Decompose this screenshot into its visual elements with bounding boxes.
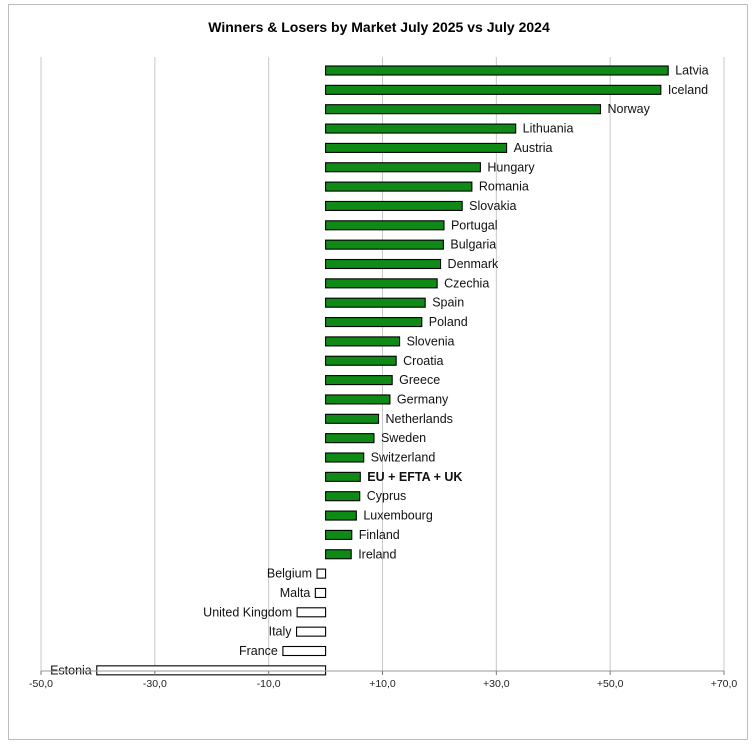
x-tick-label: -10,0 xyxy=(257,678,281,690)
bar-label: Denmark xyxy=(448,257,499,271)
bar xyxy=(325,220,445,231)
bar xyxy=(325,375,393,386)
bar-label: Bulgaria xyxy=(450,238,496,252)
bar xyxy=(96,665,327,676)
bar xyxy=(296,607,327,618)
bar-label: Spain xyxy=(432,296,464,310)
bar-label: Sweden xyxy=(381,431,426,445)
bar-chart: Latvia Iceland Norway Lithuania Austria Hunga… xyxy=(29,57,738,690)
bar-label: France xyxy=(239,644,278,658)
bar xyxy=(325,491,361,502)
bar xyxy=(325,471,361,482)
bar-label: Hungary xyxy=(487,160,535,174)
bar xyxy=(325,104,602,115)
bar-label: Croatia xyxy=(403,354,443,368)
bar xyxy=(325,316,423,328)
bar xyxy=(316,568,327,579)
bar xyxy=(325,549,352,560)
bar-label: Romania xyxy=(479,180,529,194)
bar-label: Slovakia xyxy=(469,199,516,213)
bar xyxy=(325,529,353,540)
bar xyxy=(282,645,327,657)
bar-labels: Latvia Iceland Norway Lithuania Austria Hunga… xyxy=(50,64,709,678)
bar-label: Netherlands xyxy=(386,412,453,426)
bar xyxy=(325,510,357,521)
bar-label: Finland xyxy=(359,528,400,542)
bar-label: Norway xyxy=(607,102,650,116)
chart-title: Winners & Losers by Market July 2025 vs … xyxy=(208,19,550,35)
bar-label: Iceland xyxy=(668,83,708,97)
x-tick-label: +30,0 xyxy=(483,678,510,690)
bar xyxy=(325,336,401,347)
bar-label: Germany xyxy=(397,392,449,406)
bar xyxy=(325,84,662,95)
bar-label: Slovenia xyxy=(407,334,455,348)
bar xyxy=(325,142,508,153)
bar xyxy=(325,65,669,76)
bar xyxy=(325,258,442,270)
bar-label: Austria xyxy=(514,141,553,155)
bars xyxy=(96,65,669,676)
bar-label: United Kingdom xyxy=(203,605,292,619)
bar-label: EU + EFTA + UK xyxy=(367,470,462,484)
bar xyxy=(325,355,397,366)
bar xyxy=(325,123,517,134)
bar-label: Switzerland xyxy=(371,451,436,465)
bar xyxy=(325,394,391,405)
x-tick-label: +70,0 xyxy=(711,678,738,690)
bar xyxy=(325,162,481,173)
bar-label: Italy xyxy=(269,625,293,639)
x-tick-label: -30,0 xyxy=(143,678,167,690)
bar xyxy=(325,452,365,463)
bar xyxy=(325,433,375,444)
x-tick-label: -50,0 xyxy=(29,678,53,690)
x-tick-label: +10,0 xyxy=(369,678,396,690)
bar xyxy=(325,200,463,211)
bar xyxy=(325,181,473,192)
bar-label: Poland xyxy=(429,315,468,329)
bar-label: Czechia xyxy=(444,276,489,290)
bar-label: Ireland xyxy=(358,547,396,561)
bar xyxy=(325,297,426,308)
bar xyxy=(325,413,380,424)
chart-frame: Winners & Losers by Market July 2025 vs … xyxy=(8,4,748,740)
bar xyxy=(314,587,327,599)
bar-label: Luxembourg xyxy=(363,509,433,523)
bar-label: Belgium xyxy=(267,567,312,581)
x-axis: -50,0 -30,0 -10,0 +10,0 +30,0 +50,0 +70,0 xyxy=(29,670,738,690)
bar-label: Estonia xyxy=(50,663,92,677)
bar-label: Lithuania xyxy=(523,122,574,136)
x-tick-label: +50,0 xyxy=(597,678,624,690)
bar-label: Portugal xyxy=(451,218,498,232)
bar-label: Malta xyxy=(280,586,311,600)
bar xyxy=(296,626,327,637)
bar-label: Latvia xyxy=(675,64,708,78)
bar-label: Greece xyxy=(399,373,440,387)
bar xyxy=(325,278,438,289)
bar-label: Cyprus xyxy=(367,489,407,503)
bar xyxy=(325,239,444,250)
